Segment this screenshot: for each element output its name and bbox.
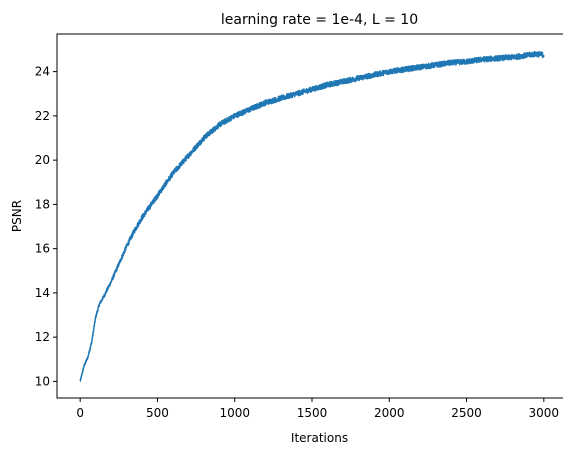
y-tick-label: 16	[35, 242, 50, 256]
plot-area	[56, 33, 563, 399]
y-tick-label: 18	[35, 197, 50, 211]
x-axis: 0 500 1000 1500 2000 2500 3000	[76, 398, 559, 420]
y-tick-label: 10	[35, 374, 50, 388]
x-tick-label: 3000	[529, 406, 560, 420]
series-group	[79, 50, 545, 382]
chart-title: learning rate = 1e-4, L = 10	[221, 12, 418, 28]
x-tick-label: 2500	[451, 406, 482, 420]
x-tick-label: 0	[76, 406, 84, 420]
y-tick-label: 20	[35, 153, 50, 167]
y-axis-label: PSNR	[10, 200, 24, 232]
y-tick-label: 24	[35, 65, 50, 79]
x-tick-label: 2000	[374, 406, 405, 420]
y-axis: 10 12 14 16 18 20 22 24	[35, 65, 57, 388]
series-line	[79, 50, 545, 382]
x-axis-label: Iterations	[291, 431, 348, 445]
y-tick-label: 12	[35, 330, 50, 344]
x-tick-label: 1000	[219, 406, 250, 420]
y-tick-label: 22	[35, 109, 50, 123]
x-tick-label: 500	[146, 406, 169, 420]
y-tick-label: 14	[35, 286, 50, 300]
x-tick-label: 1500	[297, 406, 328, 420]
